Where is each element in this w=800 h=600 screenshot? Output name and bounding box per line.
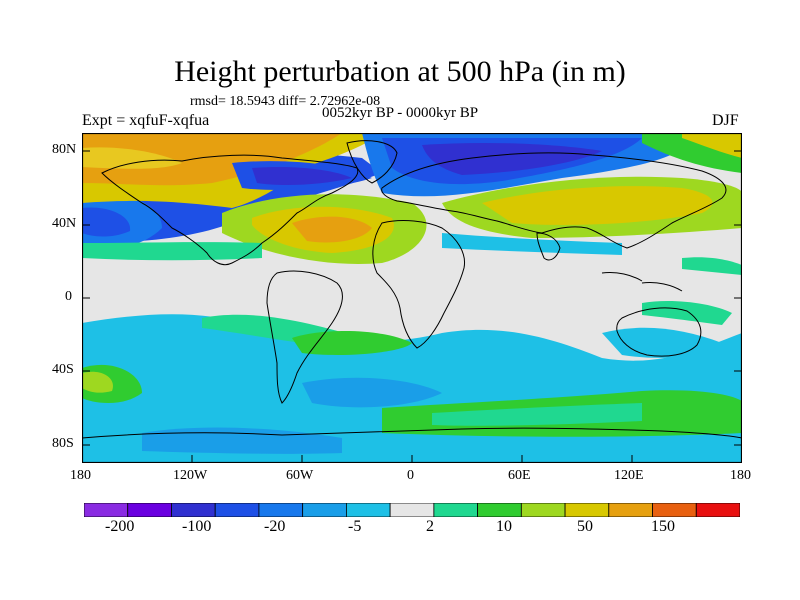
- contour-field: [82, 133, 742, 463]
- axis-ticks: [82, 150, 742, 463]
- plot-title: Height perturbation at 500 hPa (in m): [174, 55, 626, 88]
- colorbar-swatch: [433, 503, 478, 517]
- period-label: 0052kyr BP - 0000kyr BP: [322, 105, 479, 121]
- lat-tick-label: 40N: [52, 216, 77, 231]
- colorbar-swatch: [652, 503, 697, 517]
- lon-tick-label: 120W: [173, 468, 208, 483]
- lat-tick-label: 80S: [52, 436, 74, 451]
- experiment-label: Expt = xqfuF-xqfua: [82, 112, 210, 129]
- colorbar-swatch: [564, 503, 610, 517]
- colorbar-swatch: [520, 503, 566, 517]
- lon-tick-label: 180: [730, 468, 751, 483]
- colorbar-label: 2: [426, 518, 434, 535]
- colorbar-swatch: [389, 503, 435, 517]
- colorbar-label: -5: [348, 518, 362, 535]
- colorbar-swatch: [84, 503, 129, 517]
- lat-tick-label: 0: [65, 289, 72, 304]
- coastlines: [82, 140, 742, 439]
- colorbar-swatch: [127, 503, 172, 517]
- colorbar-swatch: [345, 503, 391, 517]
- stats-line: rmsd= 18.5943 diff= 2.72962e-08: [190, 94, 381, 109]
- colorbar: [84, 503, 740, 517]
- colorbar-swatch: [171, 503, 216, 517]
- lon-tick-label: 60E: [508, 468, 531, 483]
- season-label: DJF: [712, 112, 739, 129]
- colorbar-label: 10: [496, 518, 512, 535]
- lon-tick-label: 120E: [614, 468, 644, 483]
- colorbar-label: 50: [577, 518, 593, 535]
- colorbar-swatch: [258, 503, 304, 517]
- colorbar-swatch: [695, 503, 740, 517]
- colorbar-swatch: [477, 503, 522, 517]
- lat-tick-label: 40S: [52, 362, 74, 377]
- colorbar-swatch: [214, 503, 260, 517]
- lat-tick-label: 80N: [52, 142, 77, 157]
- lon-tick-label: 180: [70, 468, 91, 483]
- colorbar-swatch: [608, 503, 653, 517]
- colorbar-label: -100: [182, 518, 212, 535]
- map-panel: [82, 133, 742, 463]
- colorbar-swatch: [302, 503, 347, 517]
- colorbar-label: -20: [264, 518, 286, 535]
- colorbar-label: 150: [651, 518, 675, 535]
- lon-tick-label: 60W: [286, 468, 314, 483]
- lon-tick-label: 0: [407, 468, 414, 483]
- colorbar-label: -200: [105, 518, 135, 535]
